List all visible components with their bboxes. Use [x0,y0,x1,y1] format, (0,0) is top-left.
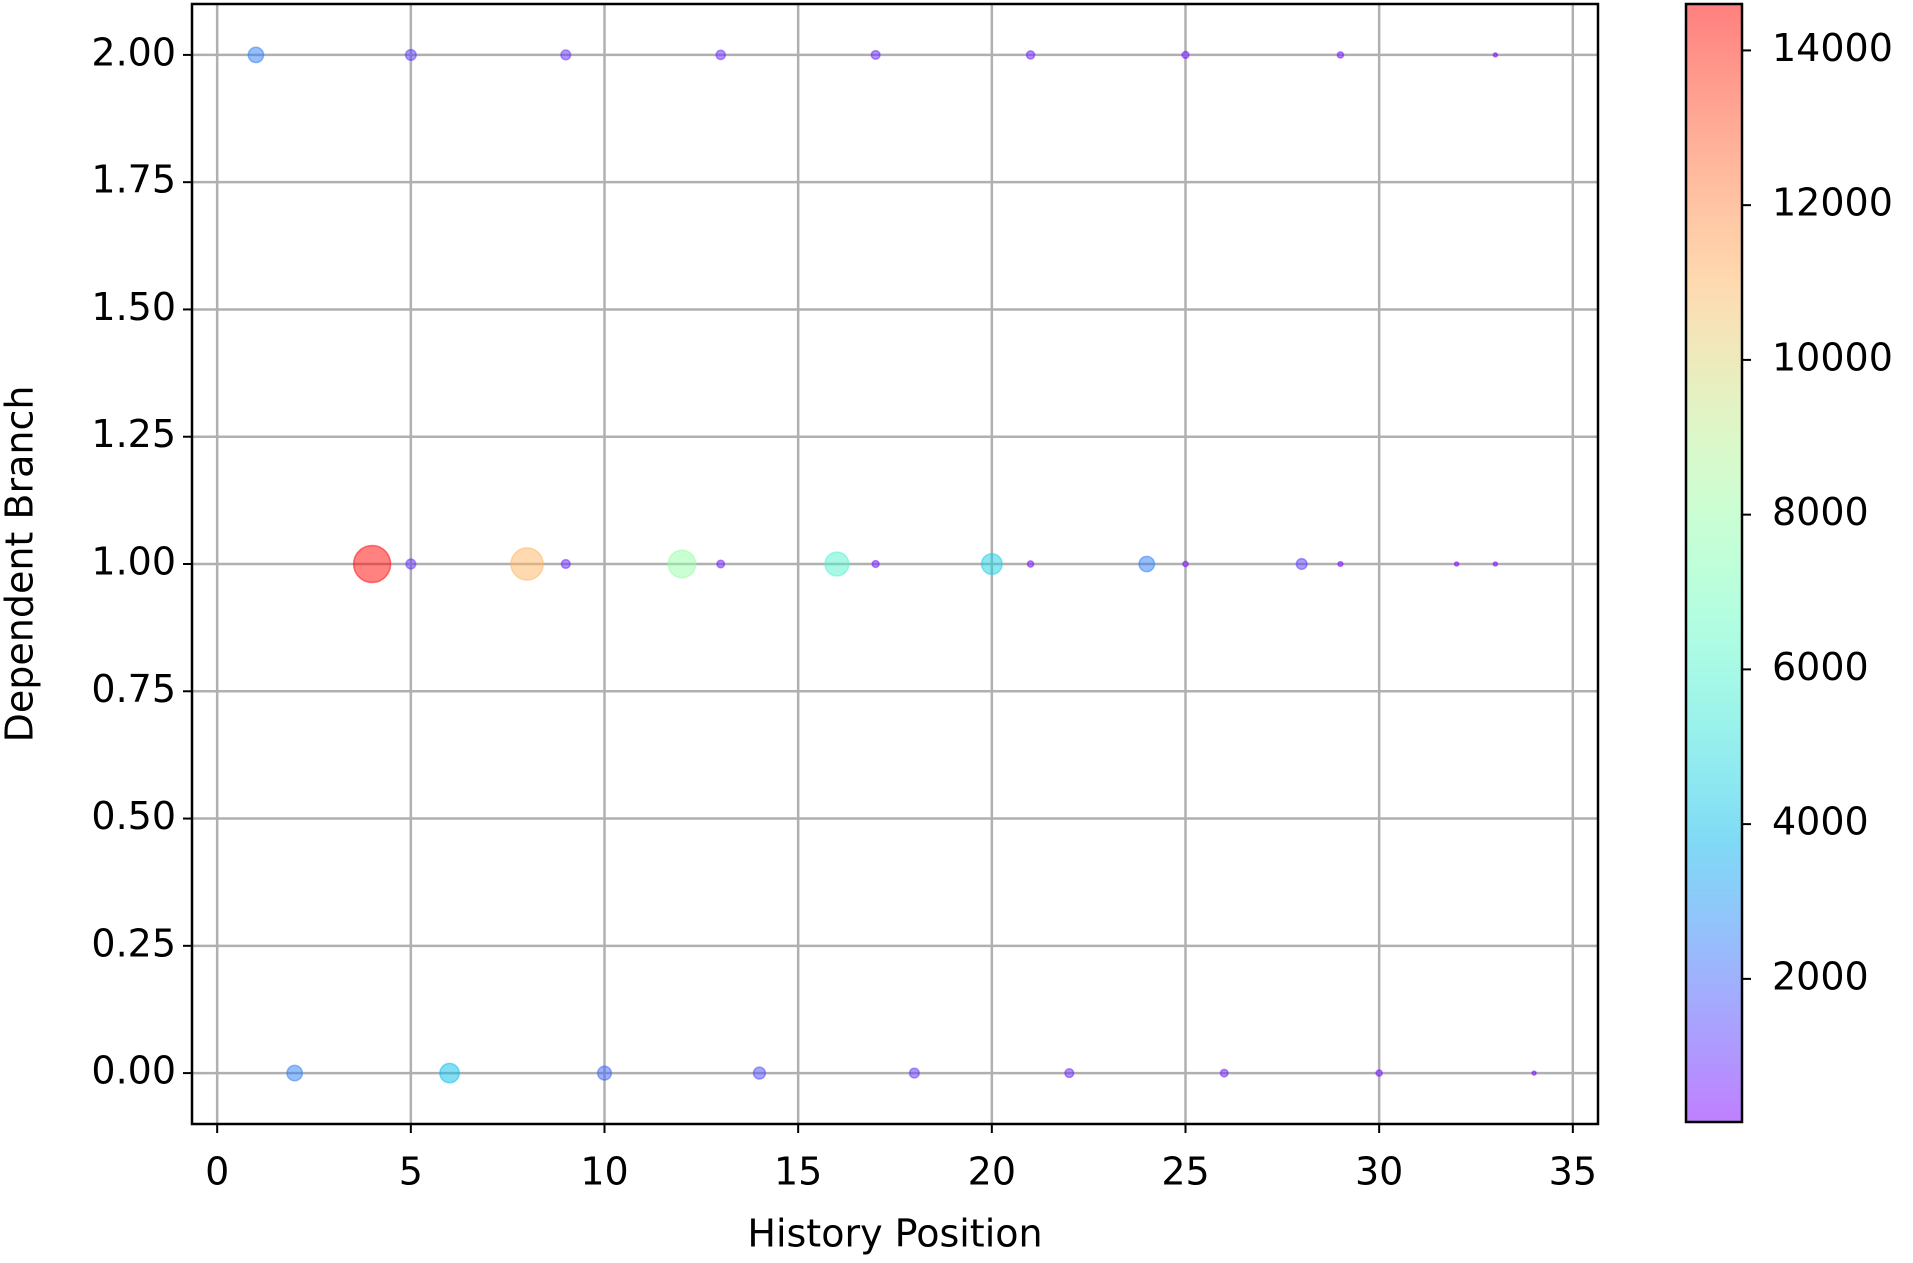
colorbar-tick-label: 12000 [1772,181,1893,225]
colorbar-tick-label: 8000 [1772,490,1869,534]
x-tick-label: 15 [774,1150,822,1194]
y-tick-label: 0.00 [91,1049,176,1093]
point [1336,51,1345,59]
x-tick-label: 25 [1161,1150,1209,1194]
x-tick-label: 30 [1355,1150,1403,1194]
point [1181,50,1190,60]
x-tick-label: 35 [1549,1150,1597,1194]
point [439,1062,461,1084]
point [871,559,880,569]
point [667,549,697,579]
point [405,558,417,570]
y-tick-label: 1.75 [91,158,176,202]
x-tick-label: 20 [968,1150,1016,1194]
point [1492,52,1499,58]
point [1219,1068,1229,1078]
point [560,558,571,570]
point [1453,561,1460,567]
point [1295,557,1308,571]
point [1375,1069,1383,1077]
point [596,1065,613,1081]
y-tick-label: 0.50 [91,794,176,838]
point [1064,1067,1075,1079]
y-tick-label: 1.50 [91,285,176,329]
x-axis-label: History Position [747,1212,1042,1256]
point [824,551,850,577]
y-tick-label: 1.00 [91,540,176,584]
point [752,1066,767,1080]
point [1182,560,1189,568]
point [908,1067,920,1079]
point [510,547,544,581]
point [1531,1070,1537,1076]
x-tick-label: 5 [399,1150,423,1194]
colorbar [1684,2,1744,1124]
point [247,46,265,64]
colorbar-tick-label: 14000 [1772,26,1893,70]
point [870,49,881,61]
point [1138,555,1156,573]
point [404,48,417,61]
y-axis-label: Dependent Branch [0,386,42,743]
y-tick-label: 2.00 [91,30,176,74]
point [286,1064,304,1082]
x-tick-label: 0 [205,1150,229,1194]
point [980,552,1003,576]
y-tick-label: 1.25 [91,412,176,456]
point [352,544,392,584]
y-tick-label: 0.75 [91,667,176,711]
point [1337,560,1344,568]
colorbar-tick-label: 6000 [1772,645,1869,689]
colorbar-tick-label: 4000 [1772,800,1869,844]
colorbar-tick-label: 10000 [1772,335,1893,379]
point [716,559,726,569]
point [560,49,572,61]
point [1492,561,1499,567]
x-tick-label: 10 [580,1150,628,1194]
point [1025,50,1036,60]
point [1026,560,1035,568]
point [715,49,727,61]
colorbar-tick-label: 2000 [1772,954,1869,998]
y-tick-label: 0.25 [91,921,176,965]
plot-frame [190,2,1600,1126]
